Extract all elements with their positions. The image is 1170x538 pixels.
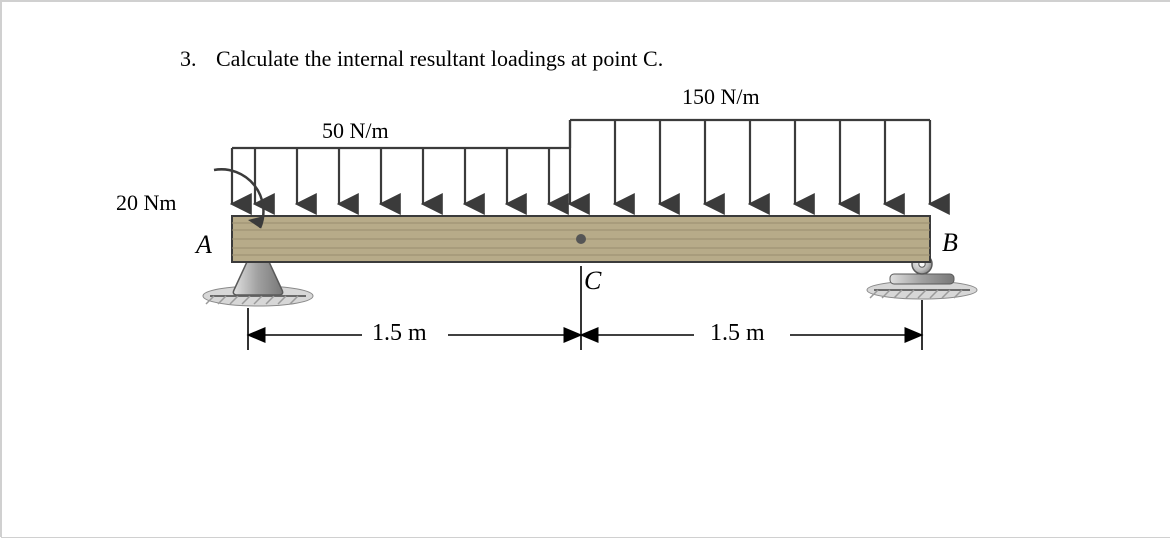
point-b-label: B — [942, 228, 958, 258]
distributed-load-right — [570, 120, 930, 204]
point-c-marker — [576, 234, 586, 244]
moment-label: 20 Nm — [116, 190, 177, 216]
load-right-label: 150 N/m — [682, 84, 760, 110]
dim-left-label: 1.5 m — [372, 320, 427, 347]
point-c-label: C — [584, 266, 601, 296]
distributed-load-left — [232, 148, 570, 204]
point-a-label: A — [196, 230, 212, 260]
load-left-label: 50 N/m — [322, 118, 389, 144]
dim-right-label: 1.5 m — [710, 320, 765, 347]
